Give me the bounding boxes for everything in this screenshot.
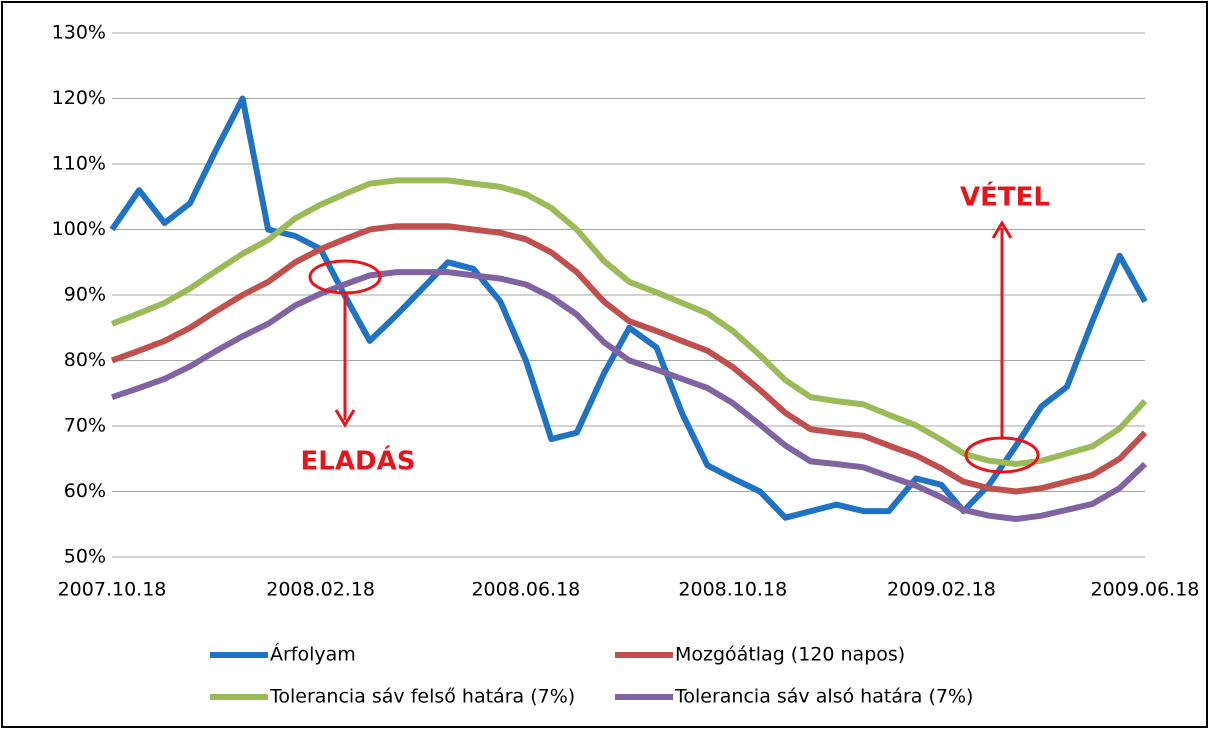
y-tick-label: 50%: [64, 546, 106, 568]
series-line: [111, 269, 1148, 522]
legend: Árfolyam Mozgóátlag (120 napos) Tolerancia…: [210, 643, 973, 708]
x-tick-label: 2009.06.18: [1091, 579, 1200, 601]
y-tick-label: 60%: [64, 480, 106, 502]
legend-label: Tolerancia sáv alsó határa (7%): [674, 686, 973, 708]
series-line: [110, 177, 1148, 467]
y-tick-label: 70%: [64, 415, 106, 437]
y-tick-label: 120%: [52, 87, 106, 109]
y-tick-label: 100%: [52, 218, 106, 240]
y-tick-label: 110%: [52, 153, 106, 175]
x-tick-label: 2008.10.18: [678, 579, 787, 601]
lines: [109, 95, 1148, 522]
legend-label: Mozgóátlag (120 napos): [675, 644, 905, 666]
x-tick-label: 2008.02.18: [266, 579, 375, 601]
series-line: [109, 95, 1148, 521]
legend-label: Árfolyam: [270, 643, 356, 666]
x-tick-label: 2009.02.18: [887, 579, 996, 601]
buy-label: VÉTEL: [960, 181, 1050, 213]
y-tick-label: 130%: [52, 22, 106, 44]
x-tick-label: 2007.10.18: [58, 579, 167, 601]
sell-label: ELADÁS: [301, 445, 416, 477]
legend-label: Tolerancia sáv felső határa (7%): [269, 686, 575, 708]
buy-arrowhead: [991, 220, 1013, 239]
y-tick-label: 80%: [64, 349, 106, 371]
sell-arrowhead: [334, 409, 356, 428]
y-tick-label: 90%: [64, 284, 106, 306]
series-line: [110, 223, 1148, 495]
x-tick-label: 2008.06.18: [471, 579, 580, 601]
